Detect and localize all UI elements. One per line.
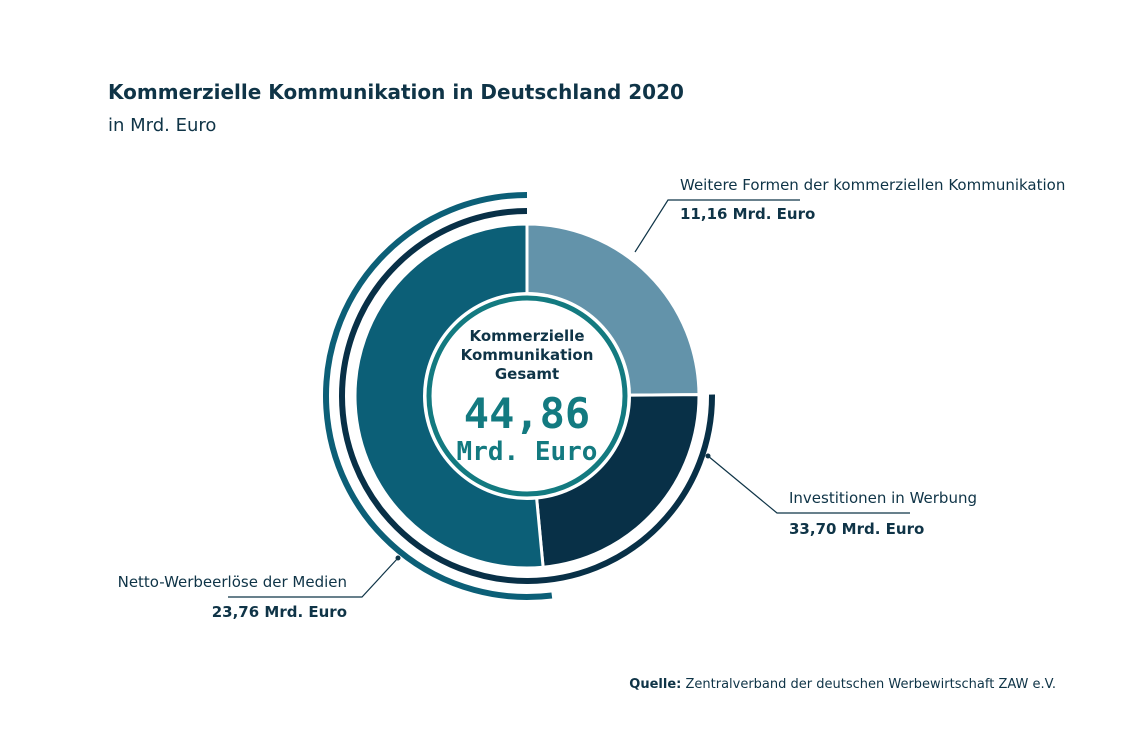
- center-disc: [423, 292, 631, 500]
- chart-title: Kommerzielle Kommunikation in Deutschlan…: [108, 80, 684, 104]
- leader-line-netto: [228, 557, 399, 598]
- label-investitionen-name: Investitionen in Werbung: [789, 489, 977, 507]
- label-netto-werbeerloese: Netto-Werbeerlöse der Medien 23,76 Mrd. …: [118, 555, 401, 621]
- source-note: Quelle: Zentralverband der deutschen Wer…: [629, 677, 1056, 692]
- label-netto-name: Netto-Werbeerlöse der Medien: [118, 573, 347, 591]
- ring-netto: [323, 192, 553, 600]
- label-weitere-formen: Weitere Formen der kommerziellen Kommuni…: [634, 176, 1065, 253]
- label-weitere-name: Weitere Formen der kommerziellen Kommuni…: [680, 176, 1065, 194]
- label-investitionen: Investitionen in Werbung 33,70 Mrd. Euro: [705, 453, 977, 538]
- center-total: Kommerzielle Kommunikation Gesamt 44,86 …: [423, 292, 631, 500]
- label-netto-value: 23,76 Mrd. Euro: [212, 603, 347, 621]
- leader-line-investitionen: [707, 455, 910, 514]
- center-title-line-2: Kommunikation: [461, 346, 594, 364]
- center-total-value: 44,86: [464, 389, 590, 438]
- label-weitere-value: 11,16 Mrd. Euro: [680, 205, 815, 223]
- outer-rings: [323, 192, 715, 600]
- source-text: Zentralverband der deutschen Werbewirtsc…: [685, 677, 1056, 692]
- ring-investitionen: [339, 208, 715, 584]
- source-label: Quelle:: [629, 677, 682, 692]
- center-ring: [426, 295, 628, 497]
- chart-subtitle: in Mrd. Euro: [108, 115, 217, 136]
- center-total-unit: Mrd. Euro: [457, 437, 598, 467]
- leader-line-weitere: [634, 199, 800, 253]
- center-title-line-1: Kommerzielle: [470, 327, 585, 345]
- center-title-line-3: Gesamt: [495, 365, 559, 383]
- label-investitionen-value: 33,70 Mrd. Euro: [789, 520, 924, 538]
